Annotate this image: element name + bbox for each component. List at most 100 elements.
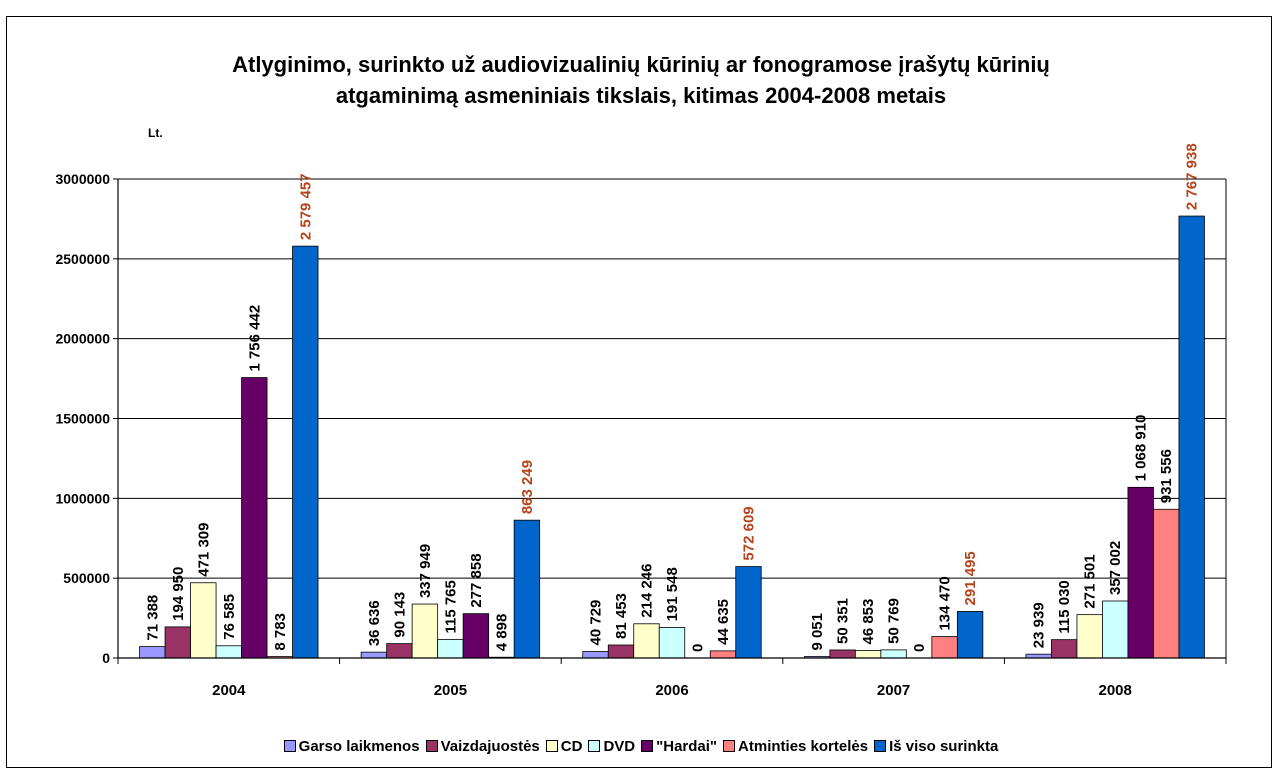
y-tick-label: 1500000 bbox=[55, 411, 110, 427]
bar-2005-s4 bbox=[462, 613, 490, 659]
bar-2007-s3 bbox=[880, 649, 907, 659]
bar-2008-s6 bbox=[1178, 215, 1205, 659]
legend-swatch bbox=[283, 739, 296, 752]
legend-swatch bbox=[425, 739, 438, 752]
legend-label: Garso laikmenos bbox=[298, 737, 420, 755]
data-label: 931 556 bbox=[1158, 449, 1175, 503]
data-label: 115 765 bbox=[442, 580, 459, 633]
data-label: 44 635 bbox=[715, 599, 732, 645]
data-label: 572 609 bbox=[741, 506, 758, 560]
x-tick-label: 2007 bbox=[877, 682, 910, 699]
data-label: 115 030 bbox=[1056, 580, 1073, 633]
bar-2007-s1 bbox=[829, 649, 856, 659]
legend-swatch bbox=[641, 739, 654, 752]
data-label: 9 051 bbox=[809, 613, 826, 651]
legend-swatch bbox=[874, 739, 887, 752]
legend-label: "Hardai" bbox=[656, 737, 718, 755]
data-label: 23 939 bbox=[1031, 602, 1048, 648]
data-label: 2 767 938 bbox=[1184, 143, 1201, 210]
bar-2007-s6 bbox=[956, 611, 984, 659]
data-label: 36 636 bbox=[366, 600, 383, 646]
legend-item: Garso laikmenos bbox=[283, 737, 420, 755]
y-tick-label: 1000000 bbox=[55, 490, 110, 506]
bar-2008-s1 bbox=[1051, 639, 1078, 659]
data-label: 90 143 bbox=[391, 592, 408, 638]
y-tick-label: 2500000 bbox=[55, 251, 110, 267]
legend-swatch bbox=[588, 739, 601, 752]
legend-item: Iš viso surinkta bbox=[874, 738, 998, 755]
data-label: 1 756 442 bbox=[246, 305, 263, 372]
bar-2006-s6 bbox=[735, 566, 762, 659]
legend-item: "Hardai" bbox=[641, 738, 717, 755]
bar-2006-s2 bbox=[633, 623, 660, 659]
data-label: 277 858 bbox=[468, 553, 485, 607]
bar-2005-s3 bbox=[437, 639, 464, 659]
data-label: 76 585 bbox=[221, 594, 238, 640]
legend-label: CD bbox=[560, 737, 583, 755]
data-label: 337 949 bbox=[417, 544, 434, 598]
y-tick-label: 3000000 bbox=[55, 171, 110, 187]
bar-2006-s3 bbox=[658, 627, 686, 659]
y-axis-label: Lt. bbox=[148, 126, 163, 140]
bar-2005-s6 bbox=[513, 519, 541, 659]
data-label: 214 246 bbox=[639, 564, 656, 618]
data-label: 271 501 bbox=[1082, 554, 1099, 608]
x-tick-label: 2006 bbox=[655, 682, 688, 699]
bar-2004-s3 bbox=[215, 645, 242, 659]
x-tick-label: 2005 bbox=[434, 682, 467, 699]
bar-2008-s2 bbox=[1076, 614, 1103, 659]
data-label: 1 068 910 bbox=[1133, 415, 1150, 482]
bar-2004-s6 bbox=[292, 245, 319, 659]
bar-2005-s1 bbox=[386, 643, 413, 659]
chart-title-line-2: atgaminimą asmeniniais tikslais, kitimas… bbox=[335, 83, 947, 108]
x-tick-label: 2008 bbox=[1099, 682, 1132, 699]
bar-2005-s0 bbox=[360, 651, 388, 659]
data-label: 50 351 bbox=[835, 598, 852, 644]
bar-2006-s5 bbox=[709, 650, 737, 659]
bar-2004-s1 bbox=[164, 626, 191, 659]
data-label: 40 729 bbox=[588, 600, 605, 646]
legend-item: CD bbox=[545, 737, 583, 755]
data-label: 50 769 bbox=[886, 598, 903, 644]
bar-2005-s2 bbox=[411, 603, 439, 659]
data-label: 191 548 bbox=[664, 567, 681, 621]
legend-swatch bbox=[723, 739, 736, 752]
data-label: 4 898 bbox=[493, 614, 510, 652]
y-tick-label: 0 bbox=[102, 650, 110, 666]
y-tick-label: 500000 bbox=[63, 570, 110, 586]
legend-label: DVD bbox=[603, 737, 636, 755]
bar-2004-s4 bbox=[241, 377, 268, 659]
data-label: 194 950 bbox=[170, 567, 187, 621]
bar-2004-s2 bbox=[190, 582, 217, 659]
legend-label: Atminties kortelės bbox=[738, 737, 869, 755]
y-tick-label: 2000000 bbox=[55, 331, 110, 347]
bar-2008-s5 bbox=[1153, 508, 1180, 659]
legend-swatch bbox=[545, 739, 558, 752]
chart-title: Atlyginimo, surinkto už audiovizualinių … bbox=[0, 49, 1282, 111]
legend-item: DVD bbox=[588, 738, 635, 755]
x-tick-label: 2004 bbox=[212, 682, 246, 699]
data-label: 0 bbox=[690, 644, 707, 652]
legend-item: Vaizdajuostės bbox=[425, 737, 540, 755]
legend: Garso laikmenos Vaizdajuostės CD DVD "Hardai… bbox=[0, 737, 1282, 755]
bar-2006-s1 bbox=[607, 644, 635, 659]
data-label: 8 783 bbox=[272, 613, 289, 651]
bar-2007-s5 bbox=[931, 636, 958, 659]
data-label: 71 388 bbox=[144, 595, 161, 641]
data-label: 81 453 bbox=[613, 593, 630, 639]
bar-2008-s3 bbox=[1102, 600, 1129, 659]
data-label: 291 495 bbox=[962, 551, 979, 605]
data-label: 2 579 457 bbox=[297, 173, 314, 240]
bar-2004-s0 bbox=[139, 646, 166, 659]
data-label: 0 bbox=[911, 644, 928, 652]
legend-label: Vaizdajuostės bbox=[440, 737, 540, 755]
bar-2008-s4 bbox=[1127, 486, 1154, 659]
data-label: 357 002 bbox=[1107, 541, 1124, 595]
legend-item: Atminties kortelės bbox=[723, 738, 868, 755]
data-label: 471 309 bbox=[195, 523, 212, 577]
bar-2007-s2 bbox=[854, 650, 882, 659]
data-label: 134 470 bbox=[937, 576, 954, 630]
legend-label: Iš viso surinkta bbox=[889, 737, 999, 755]
bar-2006-s0 bbox=[582, 651, 609, 659]
